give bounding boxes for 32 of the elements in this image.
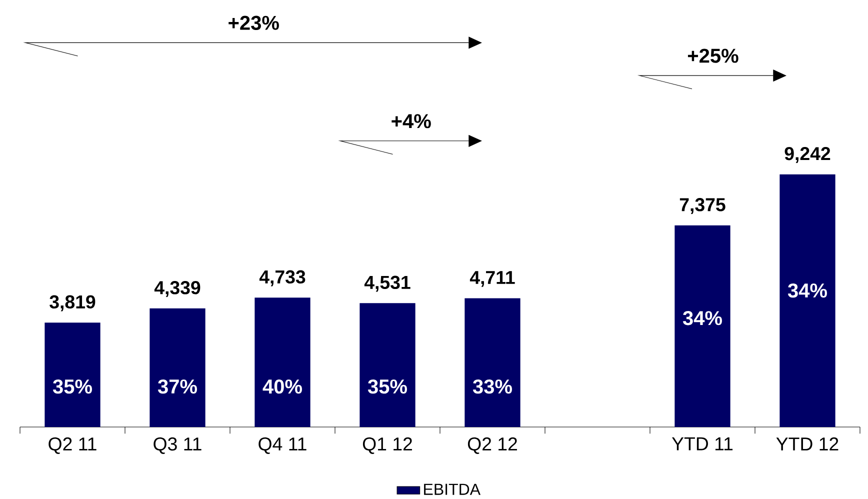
text: +4%: [392, 114, 431, 128]
bar: [674, 225, 730, 427]
text: +23%: [228, 16, 279, 30]
annotation: 34%: [682, 311, 722, 326]
x-tick-label: Q1 12: [362, 437, 412, 454]
x-tick-label: Q2 11: [48, 437, 96, 454]
legend-label: EBITDA: [424, 484, 481, 495]
x-tick-label: Q2 12: [468, 437, 517, 454]
annotation: 35%: [52, 379, 92, 394]
data-label: 4,531: [364, 276, 410, 292]
bar: [150, 308, 206, 427]
data-label: 4,711: [470, 271, 515, 287]
x-tick-label: YTD 11: [672, 437, 733, 450]
text: +25%: [688, 48, 738, 63]
data-label: 4,733: [259, 270, 306, 286]
x-tick-label: Q4 11: [258, 437, 306, 454]
data-label: 4,339: [154, 281, 200, 297]
bar: [464, 298, 520, 427]
annotation: 37%: [158, 379, 197, 394]
annotation: 40%: [262, 379, 302, 394]
bar: [360, 303, 416, 427]
annotation: 34%: [788, 283, 827, 298]
annotation: 35%: [368, 379, 407, 394]
x-tick-label: YTD 12: [776, 437, 838, 450]
data-label: 3,819: [50, 295, 96, 312]
bar: [780, 174, 836, 427]
bar: [254, 298, 310, 427]
bar: [44, 322, 100, 427]
data-label: 7,375: [680, 198, 726, 214]
annotation: 33%: [472, 379, 512, 394]
data-label: 9,242: [784, 147, 830, 163]
x-tick-label: Q3 11: [154, 437, 202, 454]
